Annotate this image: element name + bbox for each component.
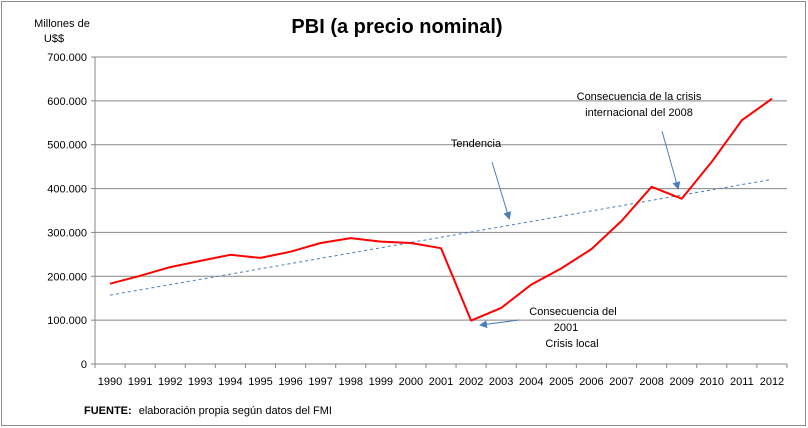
x-tick-label: 1995 (248, 376, 272, 388)
y-tick-label: 700.000 (47, 52, 87, 64)
x-tick-label: 1992 (158, 376, 182, 388)
annotation-tendencia: Tendencia (451, 138, 502, 150)
x-tick-label: 2010 (700, 376, 724, 388)
y-tick-label: 0 (81, 359, 87, 371)
x-tick-label: 1998 (338, 376, 362, 388)
y-axis-unit-line-2: U$$ (44, 33, 64, 45)
x-tick-label: 2000 (399, 376, 423, 388)
x-tick-label: 2009 (669, 376, 693, 388)
annotation-arrow-crisis-2001 (479, 319, 520, 329)
source-note: FUENTE: elaboración propia según datos d… (84, 405, 332, 417)
x-tick-label: 2003 (489, 376, 513, 388)
x-tick-label: 2004 (519, 376, 543, 388)
y-tick-label: 200.000 (47, 271, 87, 283)
x-tick-label: 1999 (369, 376, 393, 388)
source-text: elaboración propia según datos del FMI (139, 405, 332, 417)
x-tick-label: 1993 (188, 376, 212, 388)
x-tick-label: 2001 (429, 376, 453, 388)
x-tick-label: 1991 (128, 376, 152, 388)
x-tick-label: 2006 (579, 376, 603, 388)
trend-line (109, 178, 773, 296)
chart-title: PBI (a precio nominal) (291, 16, 502, 38)
source-label: FUENTE: (84, 405, 132, 417)
x-tick-label: 2008 (639, 376, 663, 388)
x-tick-label: 1996 (278, 376, 302, 388)
gdp-line (109, 97, 773, 322)
annotation-crisis-2001-line-1: Consecuencia del (529, 306, 616, 318)
x-tick-label: 2007 (609, 376, 633, 388)
x-tick-label: 1994 (218, 376, 242, 388)
y-tick-label: 600.000 (47, 96, 87, 108)
x-tick-label: 1997 (308, 376, 332, 388)
x-tick-label: 2011 (730, 376, 754, 388)
annotation-arrow-crisis-2008 (661, 130, 681, 190)
y-tick-label: 100.000 (47, 315, 87, 327)
x-tick-label: 2012 (760, 376, 784, 388)
x-tick-label: 2005 (549, 376, 573, 388)
y-tick-label: 400.000 (47, 184, 87, 196)
annotation-arrow-tendencia (491, 161, 512, 220)
y-tick-label: 500.000 (47, 140, 87, 152)
x-tick-label: 1990 (98, 376, 122, 388)
annotation-crisis-2001-line-2: 2001 (554, 322, 578, 334)
annotation-crisis-2001-line-3: Crisis local (545, 338, 598, 350)
annotation-crisis-2008-line-1: Consecuencia de la crisis (577, 91, 702, 103)
x-tick-label: 2002 (459, 376, 483, 388)
y-axis-unit-line-1: Millones de (34, 18, 90, 30)
annotation-crisis-2008-line-2: internacional del 2008 (585, 107, 693, 119)
y-tick-label: 300.000 (47, 227, 87, 239)
